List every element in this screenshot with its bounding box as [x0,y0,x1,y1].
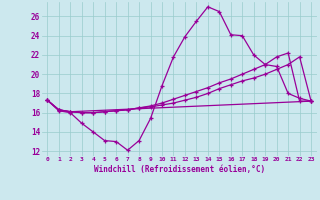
X-axis label: Windchill (Refroidissement éolien,°C): Windchill (Refroidissement éolien,°C) [94,165,265,174]
